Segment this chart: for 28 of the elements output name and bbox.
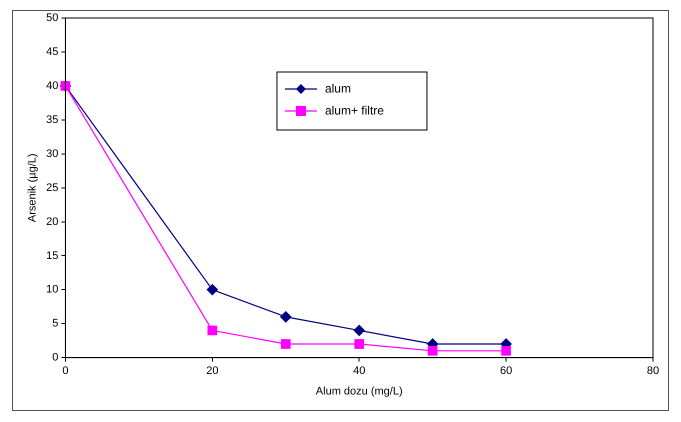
x-tick-label: 40 — [353, 365, 366, 378]
y-tick-label: 10 — [46, 284, 58, 296]
x-tick-label: 20 — [206, 365, 218, 378]
point — [280, 339, 291, 349]
y-tick-label: 40 — [46, 80, 58, 92]
y-tick-label: 0 — [52, 352, 58, 364]
y-tick-label: 50 — [46, 12, 58, 24]
y-axis-title: Arsenik (µg/L) — [26, 153, 39, 222]
point — [206, 284, 218, 296]
point — [428, 346, 438, 356]
x-tick-label: 60 — [500, 365, 512, 378]
point — [354, 324, 365, 336]
x-tick-label: 80 — [646, 365, 660, 378]
y-tick-label: 20 — [46, 216, 58, 228]
y-tick-label: 30 — [46, 148, 58, 160]
legend-label: alum — [324, 81, 351, 96]
x-axis-title: Alum dozu (mg/L) — [316, 385, 403, 398]
y-tick-label: 35 — [46, 114, 58, 126]
legend-label: alum+ filtre — [324, 103, 384, 118]
point — [501, 346, 511, 356]
y-tick-label: 45 — [46, 46, 58, 58]
y-tick-label: 5 — [52, 318, 58, 330]
y-tick-label: 15 — [46, 250, 58, 262]
point — [280, 311, 292, 322]
point — [354, 339, 364, 349]
x-tick-label: 0 — [62, 365, 68, 378]
point — [207, 326, 218, 336]
y-tick-label: 25 — [46, 182, 58, 194]
